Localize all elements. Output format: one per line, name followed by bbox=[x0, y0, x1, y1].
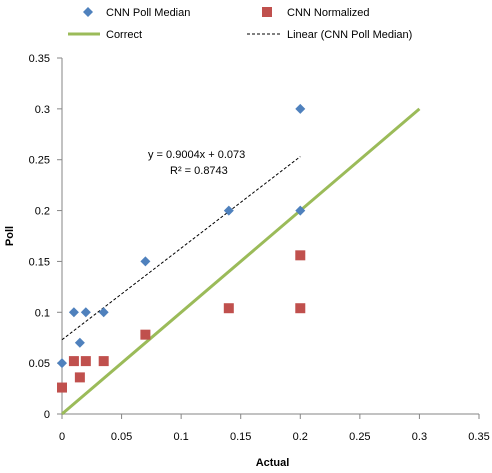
y-tick-label: 0.35 bbox=[29, 53, 50, 65]
legend-item-linear-trend: Linear (CNN Poll Median) bbox=[247, 29, 412, 41]
legend-label: Correct bbox=[106, 29, 142, 41]
cnn-poll-median-point bbox=[98, 307, 109, 318]
legend-marker-square bbox=[262, 7, 272, 17]
cnn-poll-median-point bbox=[295, 103, 306, 114]
cnn-normalized-point bbox=[68, 356, 79, 367]
x-tick-label: 0.2 bbox=[293, 431, 308, 443]
legend-item-correct: Correct bbox=[68, 29, 142, 41]
cnn-poll-median-point bbox=[140, 256, 151, 267]
cnn-normalized-point bbox=[223, 303, 234, 314]
axes: 0 0.05 0.1 0.15 0.2 0.25 0.3 0.35 0 0.05 0.1 0.15 0.… bbox=[29, 53, 490, 443]
y-tick-label: 0.05 bbox=[29, 358, 50, 370]
legend-label: CNN Normalized bbox=[287, 7, 370, 19]
legend-label: Linear (CNN Poll Median) bbox=[287, 29, 412, 41]
y-axis-title: Poll bbox=[4, 226, 16, 246]
legend-label: CNN Poll Median bbox=[106, 7, 190, 19]
x-tick-label: 0.3 bbox=[412, 431, 427, 443]
x-tick-label: 0 bbox=[59, 431, 65, 443]
y-tick-label: 0.2 bbox=[35, 206, 50, 218]
legend-marker-diamond bbox=[83, 7, 93, 17]
cnn-poll-median-point bbox=[68, 307, 79, 318]
y-tick-label: 0.25 bbox=[29, 155, 50, 167]
cnn-poll-median-point bbox=[74, 337, 85, 348]
cnn-normalized-point bbox=[80, 356, 91, 367]
y-tick-label: 0.3 bbox=[35, 104, 50, 116]
x-axis-title: Actual bbox=[256, 457, 290, 469]
linear-trendline bbox=[61, 156, 301, 341]
legend-item-cnn-poll-median: CNN Poll Median bbox=[83, 7, 190, 19]
plot-area bbox=[57, 103, 421, 416]
cnn-normalized-point bbox=[57, 382, 67, 393]
correct-line bbox=[61, 107, 421, 416]
trendline-equation: y = 0.9004x + 0.073 bbox=[148, 149, 245, 161]
x-tick-label: 0.35 bbox=[468, 431, 489, 443]
cnn-normalized-point bbox=[98, 356, 109, 367]
cnn-normalized-point bbox=[74, 372, 85, 383]
x-tick-label: 0.25 bbox=[349, 431, 370, 443]
x-tick-label: 0.15 bbox=[230, 431, 251, 443]
cnn-poll-median-point bbox=[223, 205, 234, 216]
y-tick-label: 0.1 bbox=[35, 307, 50, 319]
x-tick-label: 0.05 bbox=[111, 431, 132, 443]
trendline-r-squared: R² = 0.8743 bbox=[170, 165, 228, 177]
y-tick-label: 0.15 bbox=[29, 256, 50, 268]
cnn-normalized-point bbox=[295, 303, 306, 314]
legend-item-cnn-normalized: CNN Normalized bbox=[262, 7, 370, 19]
x-tick-label: 0.1 bbox=[173, 431, 188, 443]
cnn-poll-median-point bbox=[80, 307, 91, 318]
cnn-poll-median-point bbox=[57, 358, 67, 369]
cnn-poll-median-point bbox=[295, 205, 306, 216]
legend: CNN Poll Median CNN Normalized Correct L… bbox=[68, 7, 412, 41]
y-tick-label: 0 bbox=[44, 409, 50, 421]
cnn-normalized-point bbox=[295, 250, 306, 261]
cnn-normalized-point bbox=[140, 329, 151, 340]
